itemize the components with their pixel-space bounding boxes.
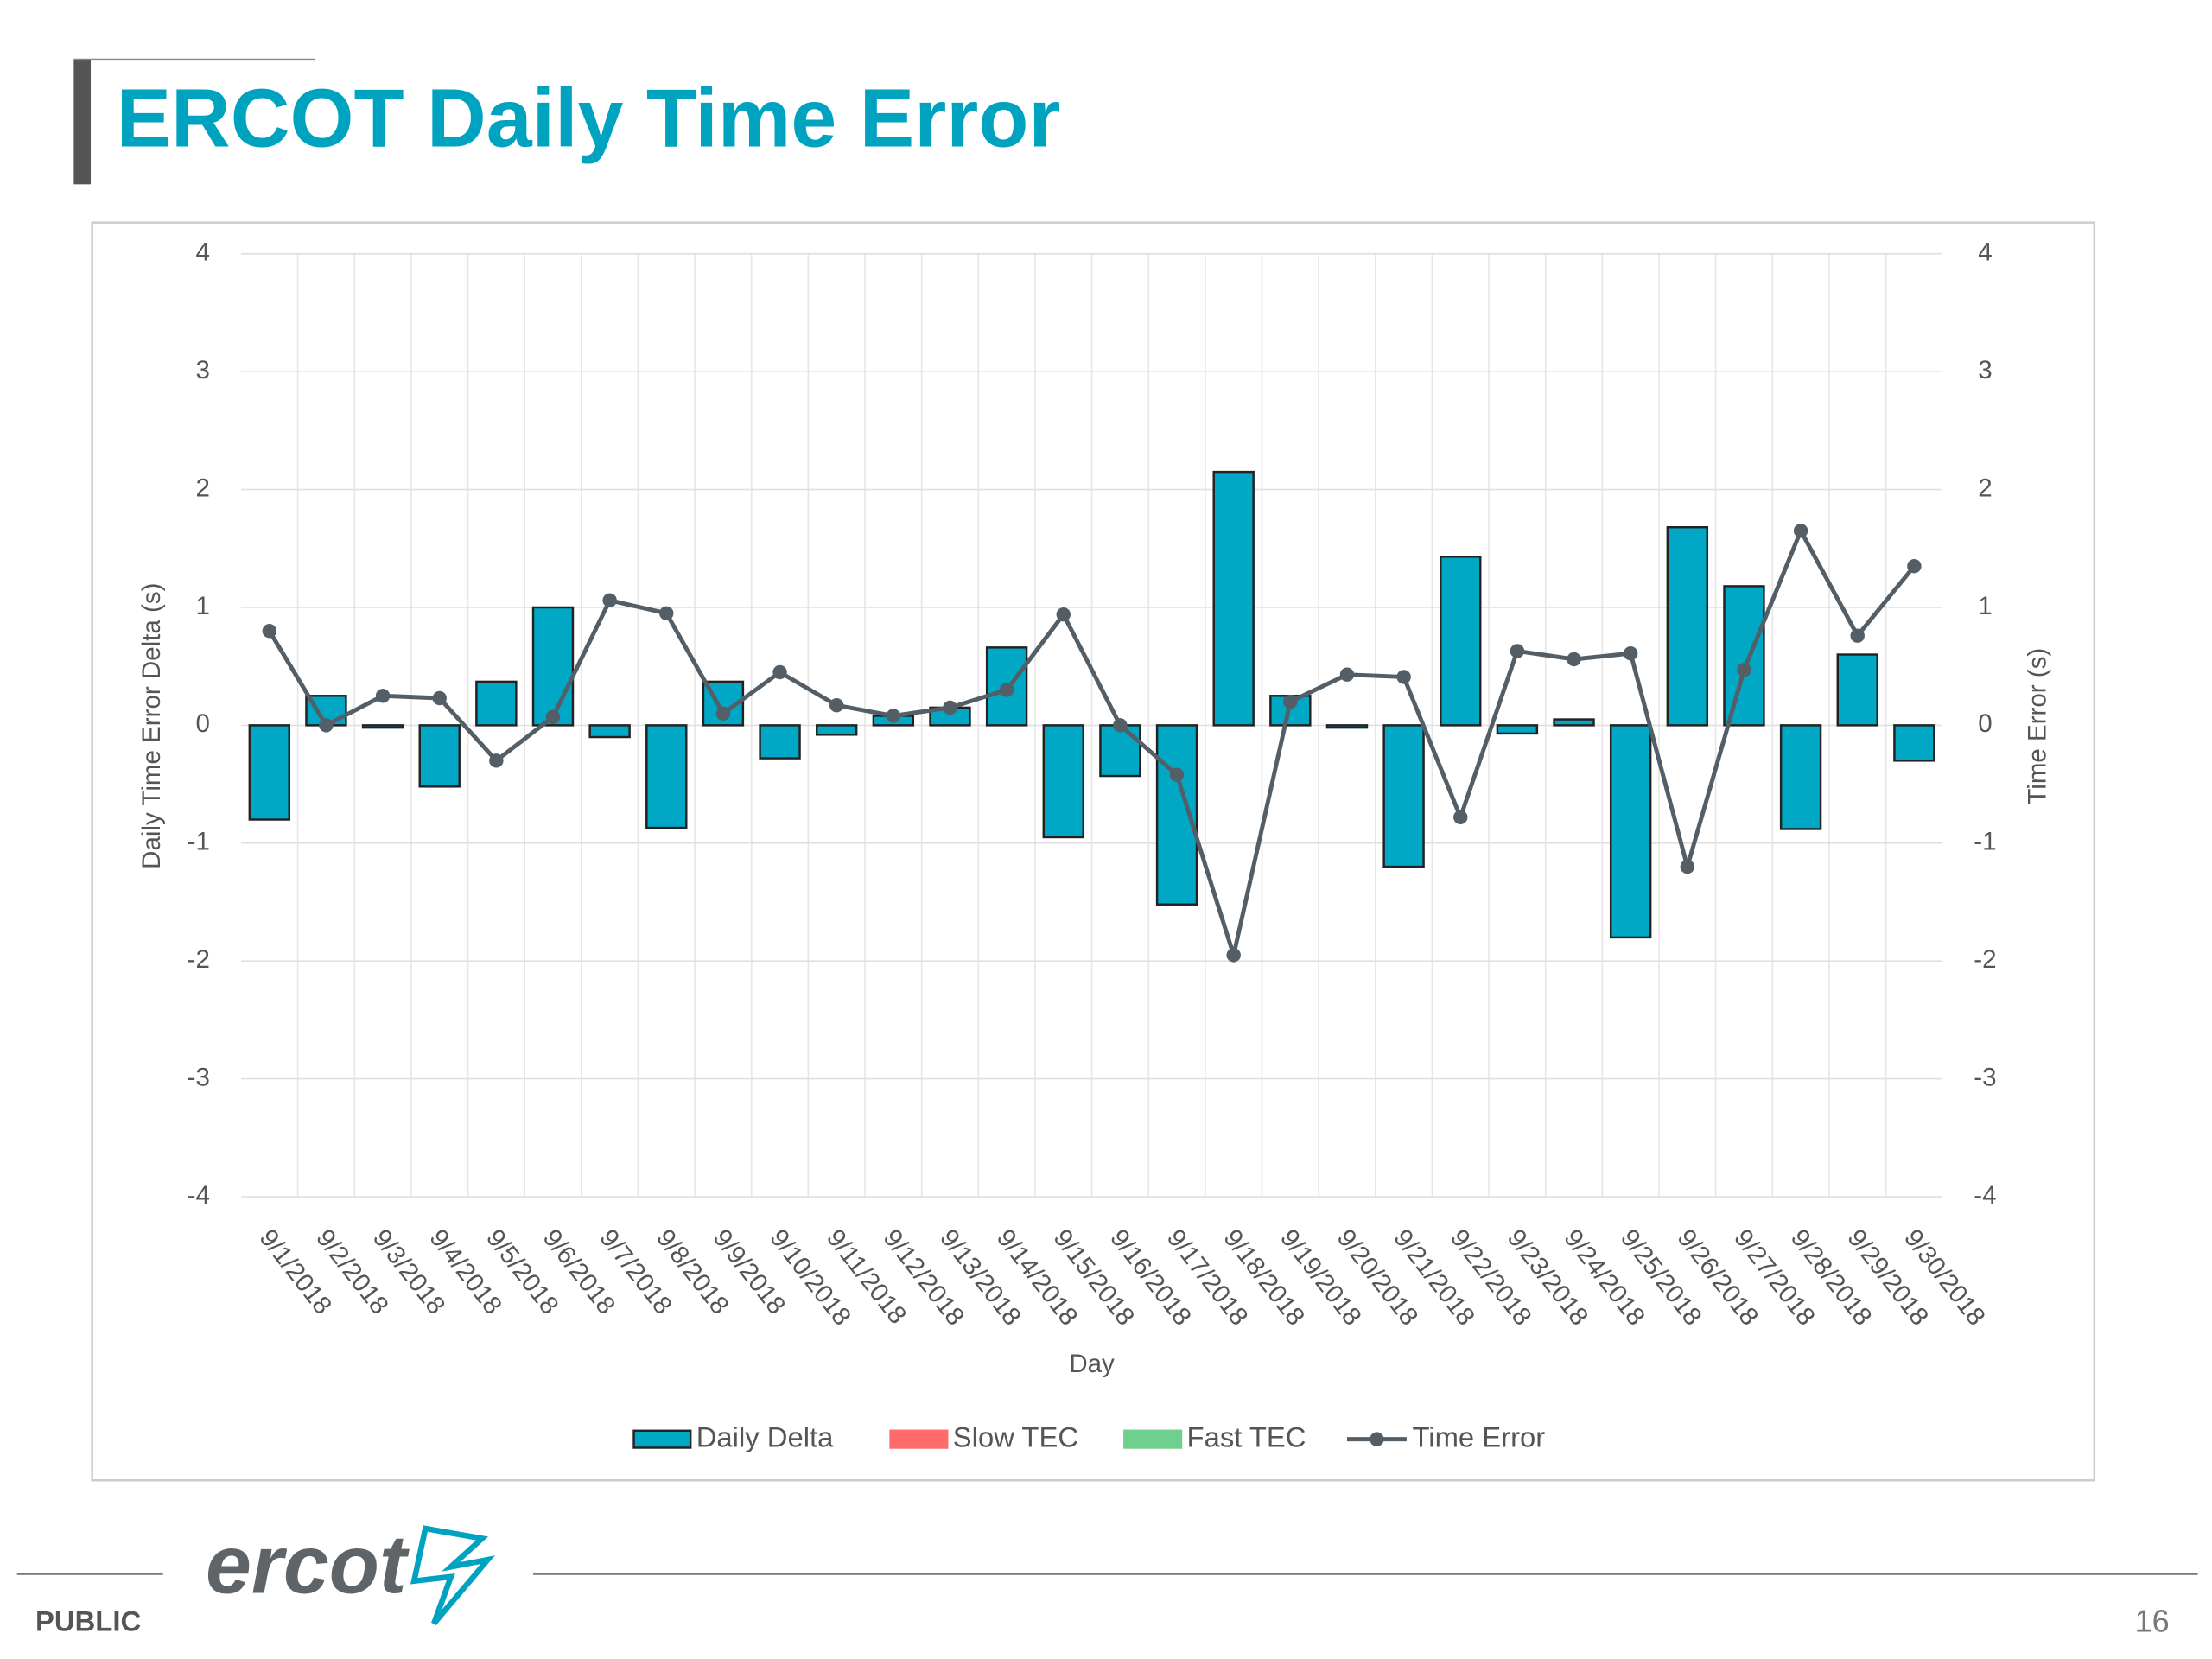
point <box>999 683 1014 697</box>
point <box>432 690 447 706</box>
y-tick-label: 1 <box>195 592 209 620</box>
point <box>1396 670 1411 684</box>
bar <box>1779 724 1822 830</box>
point <box>1113 718 1128 733</box>
y-tick-label: -3 <box>188 1063 210 1091</box>
point <box>943 700 957 715</box>
y-tick-label: 3 <box>195 356 209 385</box>
bar <box>531 606 575 727</box>
y-axis-label: Daily Time Error Delta (s) <box>137 583 166 869</box>
legend-label: Daily Delta <box>696 1421 834 1452</box>
legend-swatch <box>1370 1432 1384 1446</box>
y-tick-label: 2 <box>195 474 209 502</box>
y2-tick-label: 0 <box>1978 709 1992 738</box>
bar <box>588 724 631 739</box>
bar <box>816 724 858 736</box>
point <box>772 664 787 680</box>
bar <box>1553 718 1595 727</box>
point <box>489 753 504 768</box>
bar <box>1666 525 1709 727</box>
point <box>1567 652 1581 667</box>
bar <box>1099 724 1141 778</box>
point <box>1226 948 1241 963</box>
point <box>1737 663 1751 677</box>
point <box>319 718 334 733</box>
y-tick-label: 4 <box>195 238 209 267</box>
point <box>1850 628 1865 643</box>
legend-swatch <box>889 1429 949 1449</box>
point <box>1510 644 1525 658</box>
bar <box>1042 724 1084 839</box>
bar <box>1325 724 1369 729</box>
legend-label: Slow TEC <box>953 1421 1078 1452</box>
bar <box>1609 724 1652 939</box>
y-tick-label: -4 <box>188 1181 210 1210</box>
y2-tick-label: 3 <box>1978 356 1992 385</box>
bar <box>1155 724 1198 906</box>
point <box>1623 645 1638 661</box>
y2-axis-label: Time Error (s) <box>2024 648 2052 804</box>
y2-tick-label: 2 <box>1978 474 1992 502</box>
y2-tick-label: -4 <box>1974 1181 1996 1210</box>
legend-swatch <box>1123 1429 1183 1449</box>
bar <box>361 724 404 729</box>
legend-label: Time Error <box>1412 1421 1545 1452</box>
y2-tick-label: -3 <box>1974 1063 1996 1091</box>
x-axis-label: Day <box>1069 1350 1115 1378</box>
logo-text: ercot <box>206 1519 410 1611</box>
point <box>715 706 731 721</box>
point <box>262 624 276 639</box>
y-tick-label: -2 <box>188 945 210 974</box>
point <box>545 709 561 725</box>
y2-tick-label: 1 <box>1978 592 1992 620</box>
y2-tick-label: -1 <box>1974 828 1996 856</box>
point <box>1453 810 1468 824</box>
bar <box>645 724 688 830</box>
bar <box>1212 470 1255 727</box>
bar <box>1723 585 1765 727</box>
bar <box>985 646 1028 727</box>
point <box>1283 694 1298 709</box>
y2-tick-label: -2 <box>1974 945 1996 974</box>
point <box>602 593 617 607</box>
bar <box>418 724 461 788</box>
point <box>1339 667 1355 682</box>
bar <box>475 680 518 727</box>
point <box>1056 607 1071 622</box>
title-accent <box>73 59 92 185</box>
y-tick-label: -1 <box>188 828 210 856</box>
point <box>886 709 901 723</box>
slide-title: ERCOT Daily Time Error <box>117 73 1061 165</box>
classification: PUBLIC <box>35 1605 141 1637</box>
point <box>1680 859 1695 874</box>
bar <box>1440 556 1482 727</box>
bar <box>248 724 290 821</box>
bar <box>1893 724 1936 762</box>
logo-icon <box>410 1525 496 1626</box>
point <box>659 606 674 620</box>
legend-label: Fast TEC <box>1187 1421 1306 1452</box>
bar <box>1382 724 1425 868</box>
point <box>830 697 844 713</box>
page-number: 16 <box>2135 1604 2170 1639</box>
point <box>1793 524 1808 538</box>
y-tick-label: 0 <box>195 709 209 738</box>
chart-frame <box>91 221 2096 1482</box>
bar <box>759 724 801 760</box>
line <box>267 525 1916 963</box>
point <box>1907 559 1922 574</box>
y2-tick-label: 4 <box>1978 238 1992 267</box>
bar <box>1836 653 1878 727</box>
legend-swatch <box>632 1429 692 1449</box>
point <box>1169 767 1185 782</box>
bar <box>1496 724 1539 735</box>
point <box>375 689 391 703</box>
